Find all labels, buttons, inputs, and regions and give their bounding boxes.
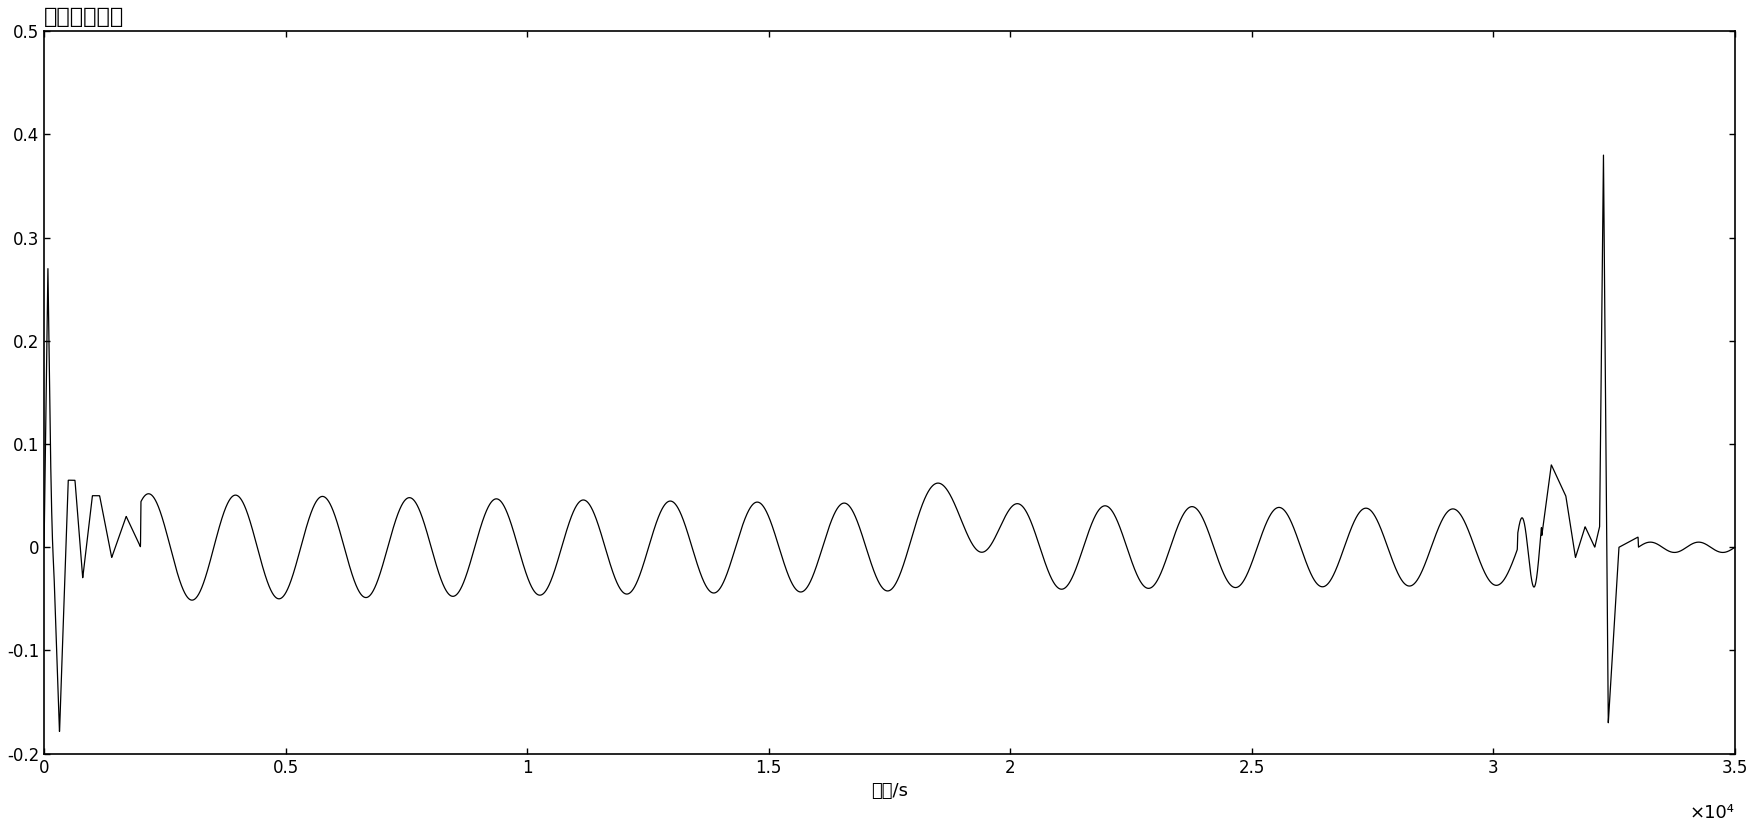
X-axis label: 时间/s: 时间/s (870, 782, 907, 800)
Text: 小波变换模値: 小波变换模値 (44, 7, 125, 27)
Text: ×10⁴: ×10⁴ (1690, 804, 1736, 822)
